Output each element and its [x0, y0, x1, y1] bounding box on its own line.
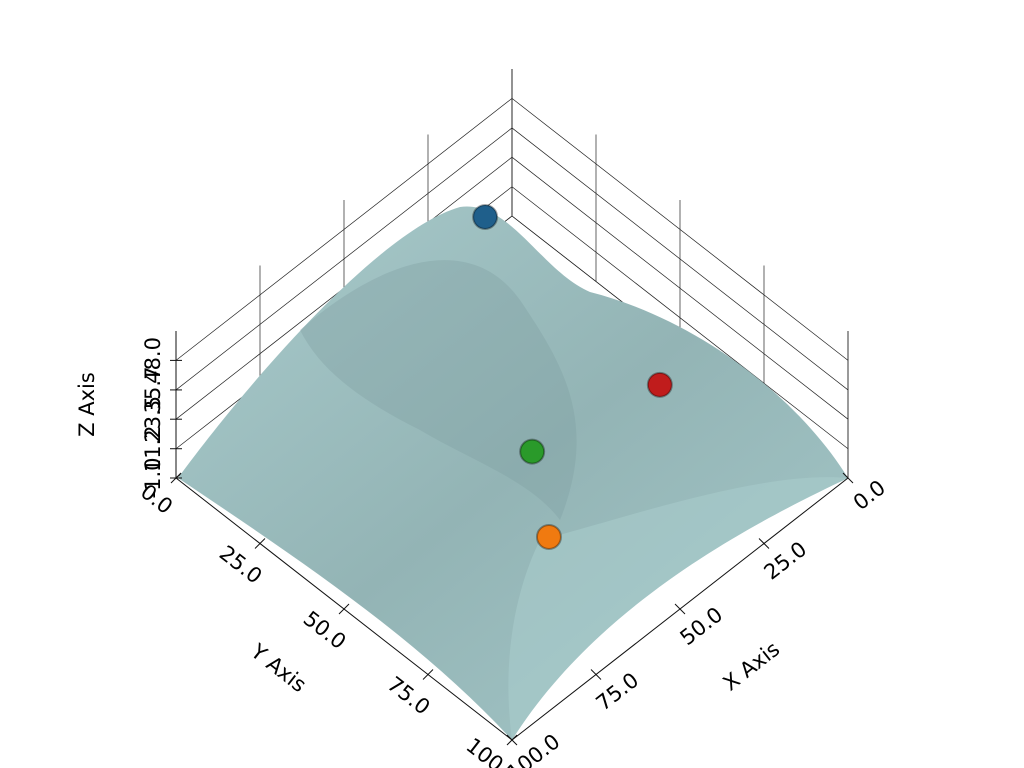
z-tick-label: 11.2	[141, 425, 165, 472]
y-tick	[338, 603, 350, 615]
point	[535, 523, 562, 550]
grid-line	[511, 186, 849, 449]
grid-line	[511, 156, 849, 420]
surface-fold	[300, 260, 577, 520]
surface-front	[508, 477, 848, 740]
z-axis-title: Z Axis	[75, 372, 99, 437]
x-tick-label: 0.0	[849, 475, 890, 514]
y-axis-title: Y Axis	[246, 639, 311, 697]
x-tick	[842, 472, 854, 484]
z-tick-label: 48.0	[141, 337, 165, 384]
point	[519, 438, 546, 465]
z-tick-label: 35.7	[141, 367, 165, 414]
grid-line	[175, 127, 513, 391]
surface	[178, 206, 848, 741]
x-tick	[758, 538, 770, 549]
y-tick	[254, 538, 266, 549]
y-tick-label: 50.0	[299, 606, 351, 654]
y-tick-label: 25.0	[215, 541, 267, 589]
grid-line	[511, 98, 849, 361]
x-axis-title: X Axis	[719, 637, 785, 696]
x-tick-label: 50.0	[676, 602, 728, 650]
y-tick	[506, 734, 518, 746]
grid-line	[511, 127, 849, 391]
x-tick-label: 75.0	[592, 668, 644, 716]
x-tick-label: 25.0	[760, 537, 812, 585]
z-tick-label: -1.0	[141, 458, 165, 499]
grid-line	[175, 98, 513, 361]
point	[646, 371, 673, 398]
x-tick	[590, 669, 602, 680]
x-tick	[674, 603, 686, 615]
z-tick-label: 23.5	[141, 396, 165, 443]
y-tick	[422, 669, 434, 680]
point	[472, 203, 499, 230]
y-tick-label: 75.0	[383, 672, 435, 720]
